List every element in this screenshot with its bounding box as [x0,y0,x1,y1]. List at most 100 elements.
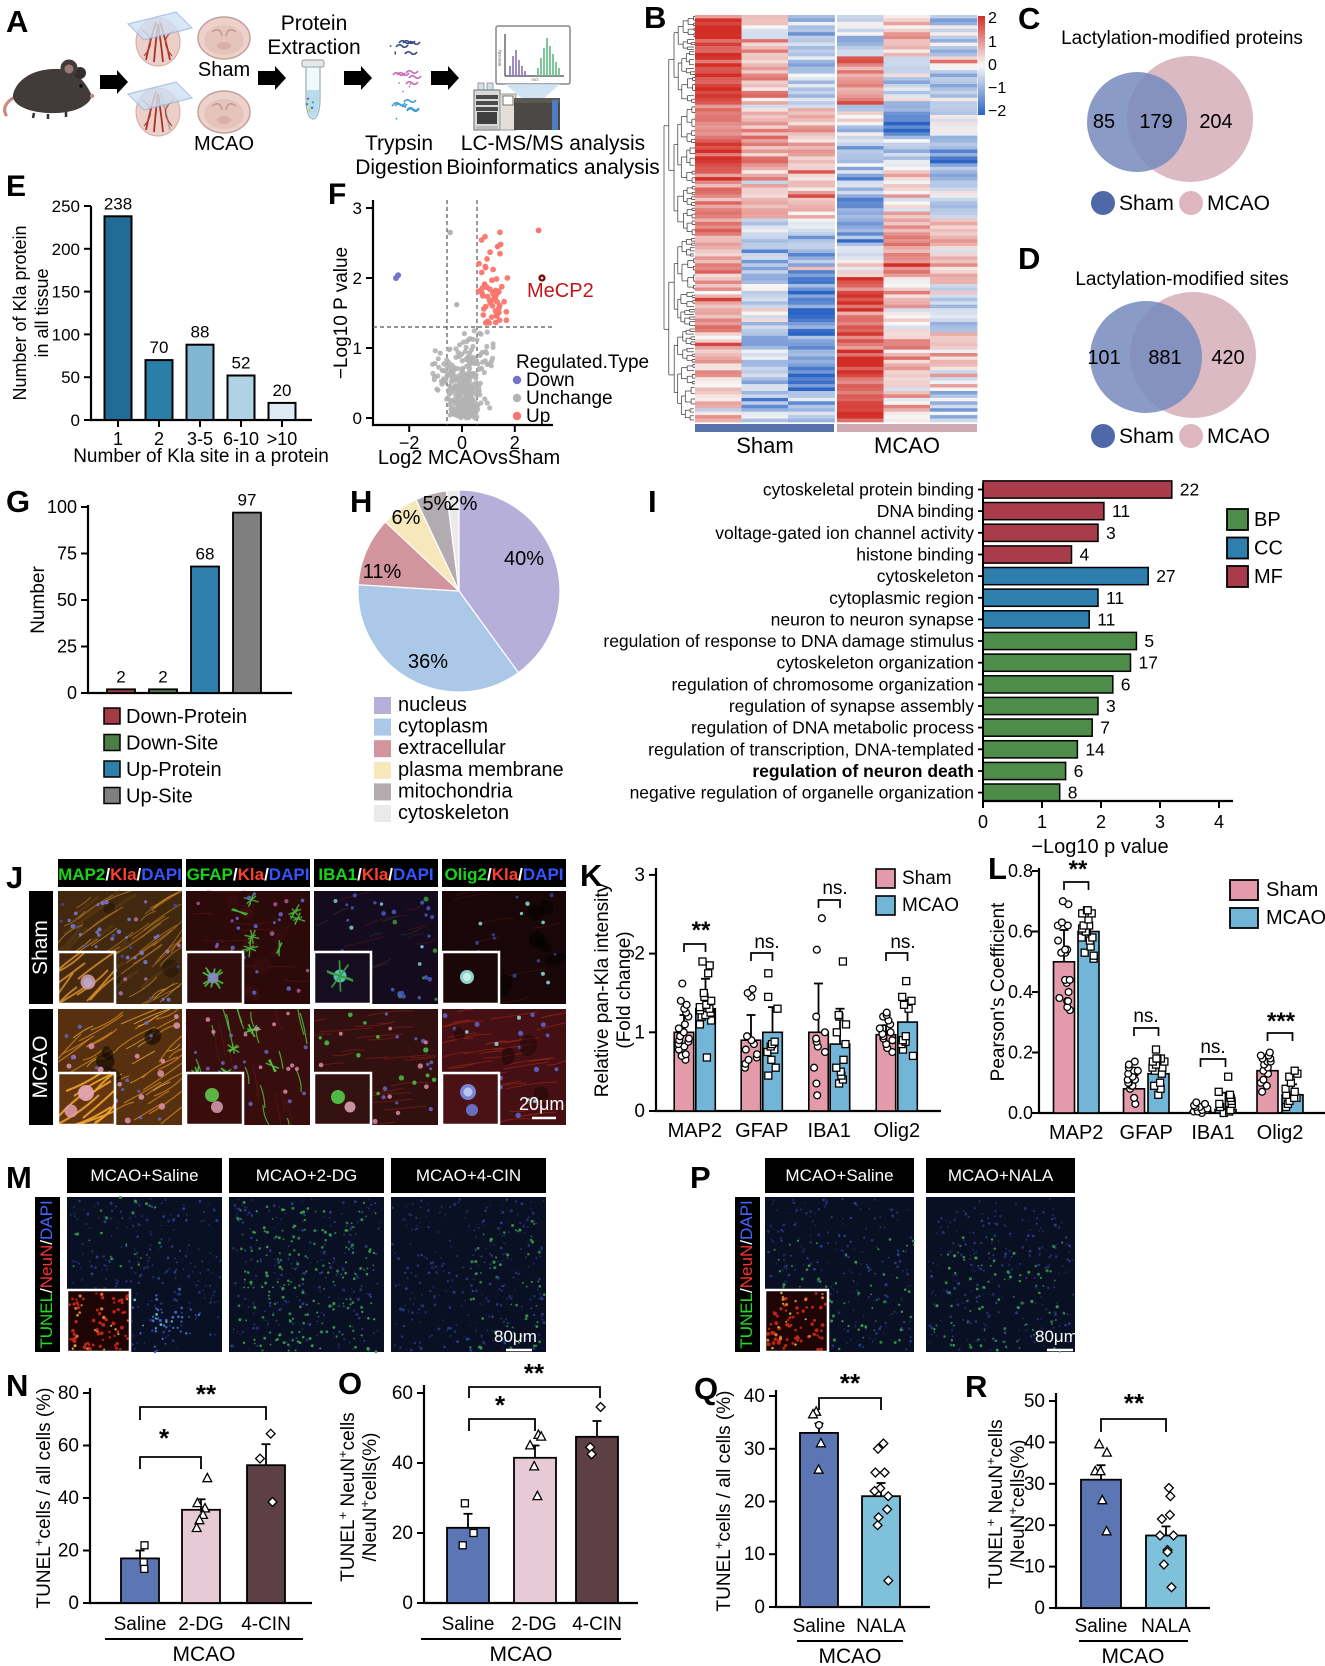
svg-text:4: 4 [1214,812,1224,832]
svg-text:30: 30 [1024,1474,1045,1495]
svg-text:50: 50 [61,368,80,387]
svg-text:1: 1 [1037,812,1047,832]
svg-text:100: 100 [47,497,77,517]
svg-text:20: 20 [392,1523,413,1544]
svg-text:BP: BP [1254,509,1281,531]
svg-text:regulation of synapse assembly: regulation of synapse assembly [729,696,974,716]
svg-text:regulation of response to DNA: regulation of response to DNA damage sti… [603,631,974,651]
svg-text:P: P [690,1160,711,1195]
svg-text:85: 85 [1093,111,1115,133]
svg-text:Protein: Protein [281,12,348,35]
svg-text:Digestion: Digestion [355,156,443,179]
svg-text:3-5: 3-5 [187,429,213,449]
svg-text:Up-Site: Up-Site [126,786,193,808]
svg-text:>10: >10 [267,429,298,449]
svg-text:nucleus: nucleus [398,694,467,716]
svg-text:204: 204 [1199,111,1232,133]
svg-text:Sham: Sham [1119,425,1174,448]
svg-text:MAP2: MAP2 [668,1120,722,1142]
svg-text:−Log10 p value: −Log10 p value [1031,836,1168,858]
svg-text:ns.: ns. [890,932,915,953]
svg-text:**: ** [1069,856,1088,883]
svg-text:0: 0 [978,812,988,832]
svg-text:ns.: ns. [1200,1037,1225,1058]
svg-text:0: 0 [68,1593,79,1614]
svg-text:MCAO: MCAO [1102,1645,1165,1666]
svg-text:100: 100 [52,325,80,344]
svg-text:40: 40 [744,1386,765,1407]
svg-text:*: * [495,1390,506,1420]
svg-text:2: 2 [116,667,125,686]
svg-text:F: F [328,178,346,211]
svg-text:MCAO: MCAO [194,133,254,155]
svg-text:5: 5 [1144,631,1154,651]
svg-text:4: 4 [1080,545,1090,565]
svg-text:cytoskeletal protein binding: cytoskeletal protein binding [763,480,974,500]
svg-text:GFAP/Kla/DAPI: GFAP/Kla/DAPI [187,865,310,884]
svg-text:plasma membrane: plasma membrane [398,759,564,781]
svg-text:14: 14 [1085,739,1105,759]
svg-text:MAP2/Kla/DAPI: MAP2/Kla/DAPI [58,865,182,884]
svg-text:11: 11 [1106,588,1124,608]
svg-text:0: 0 [988,57,997,74]
svg-text:Olig2: Olig2 [1257,1122,1304,1144]
svg-text:Trypsin: Trypsin [365,132,433,155]
svg-text:Sham: Sham [1119,192,1174,215]
svg-text:150: 150 [52,283,80,302]
svg-text:50: 50 [1024,1391,1045,1412]
svg-text:3: 3 [634,865,645,886]
svg-text:70: 70 [150,338,169,357]
svg-text:IBA1: IBA1 [1191,1122,1234,1144]
svg-text:IBA1/Kla/DAPI: IBA1/Kla/DAPI [318,865,433,884]
svg-text:0.0: 0.0 [1008,1103,1033,1123]
svg-text:cytoplasmic region: cytoplasmic region [829,588,974,608]
svg-text:MCAO+Saline: MCAO+Saline [785,1166,893,1185]
svg-text:Sham: Sham [198,59,250,81]
svg-text:36%: 36% [408,651,448,673]
svg-text:0: 0 [457,433,467,453]
svg-text:Saline: Saline [442,1614,495,1635]
svg-text:11%: 11% [363,561,402,583]
svg-text:4-CIN: 4-CIN [572,1614,622,1635]
svg-text:6%: 6% [392,507,421,529]
svg-text:IBA1: IBA1 [808,1120,851,1142]
svg-text:MAP2: MAP2 [1049,1122,1103,1144]
svg-text:TUNEL+​ NeuN+​cells: TUNEL+​ NeuN+​cells [335,1412,359,1581]
svg-text:Olig2/Kla/DAPI: Olig2/Kla/DAPI [444,865,563,884]
svg-text:ns.: ns. [822,878,847,899]
svg-text:regulation of DNA metabolic pr: regulation of DNA metabolic process [691,718,974,738]
svg-text:MCAO: MCAO [874,433,940,458]
svg-text:80: 80 [58,1383,79,1404]
svg-text:Sham: Sham [736,433,793,458]
svg-text:2-DG: 2-DG [511,1614,556,1635]
svg-text:Unchange: Unchange [526,388,613,409]
svg-text:NALA: NALA [1141,1616,1191,1637]
svg-text:20: 20 [1024,1515,1045,1536]
svg-text:20: 20 [58,1541,79,1562]
svg-text:10: 10 [744,1544,765,1565]
svg-text:B: B [644,0,666,35]
svg-text:**: ** [1124,1388,1145,1418]
svg-text:22: 22 [1180,480,1199,500]
svg-text:mitochondria: mitochondria [398,780,513,802]
svg-text:1: 1 [634,1022,645,1043]
svg-text:6-10: 6-10 [223,429,259,449]
svg-text:regulation of chromosome organ: regulation of chromosome organization [671,674,974,694]
svg-text:3: 3 [1106,696,1116,716]
svg-text:GFAP: GFAP [1120,1122,1173,1144]
svg-text:8: 8 [1068,783,1078,803]
svg-text:MCAO: MCAO [29,1036,52,1099]
svg-text:MCAO+4-CIN: MCAO+4-CIN [416,1166,521,1185]
svg-text:**: ** [524,1358,545,1388]
svg-text:27: 27 [1156,566,1175,586]
svg-text:H: H [350,484,372,519]
svg-text:179: 179 [1139,111,1172,133]
svg-text:Log2 MCAOvsSham: Log2 MCAOvsSham [378,447,560,469]
svg-text:cytoskeleton: cytoskeleton [398,802,509,824]
svg-text:0: 0 [71,411,80,430]
svg-text:Q: Q [694,1371,718,1406]
svg-text:R: R [965,1369,987,1404]
svg-text:TUNEL+​cells / all cells (%): TUNEL+​cells / all cells (%) [31,1388,55,1609]
svg-text:Sham: Sham [1266,879,1318,901]
svg-text:Olig2: Olig2 [873,1120,920,1142]
